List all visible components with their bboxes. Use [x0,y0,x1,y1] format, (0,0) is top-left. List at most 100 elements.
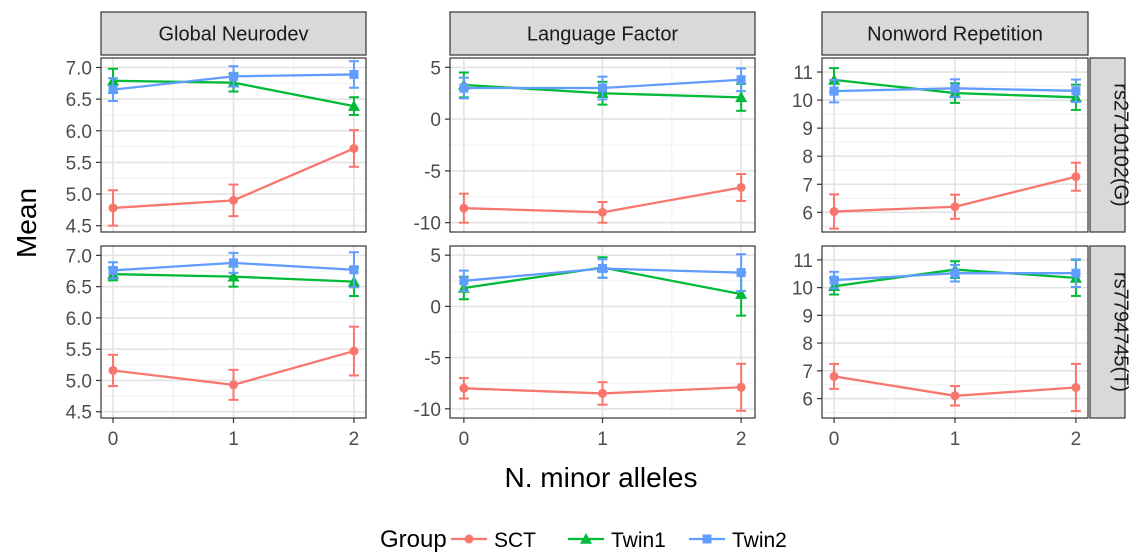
y-tick-label: 4.5 [66,217,92,238]
y-tick-label: 9 [802,306,813,327]
y-tick-label: 6.5 [66,278,92,299]
facet-strip-nonword-repetition: Nonword Repetition [822,12,1088,55]
data-point [229,258,238,267]
data-point [737,383,746,392]
y-tick-label: 5.0 [66,185,92,206]
y-tick-label: 7.0 [66,58,92,79]
y-tick-label: 6 [802,390,813,411]
y-tick-label: 5 [430,58,441,79]
data-point [459,204,468,213]
x-tick-label: 0 [459,429,470,450]
panel-r1-c1: 4.5 5.0 5.5 6.0 6.5 7.0 [66,58,366,238]
y-tick-label: 5.5 [66,153,92,174]
y-tick-label: 0 [430,110,441,131]
x-tick-label: 1 [597,429,608,450]
y-tick-label: 6 [802,203,813,224]
x-tick-label: 2 [736,429,747,450]
data-point [109,266,118,275]
y-tick-label: 8 [802,147,813,168]
data-point [830,207,839,216]
facet-strip-language-factor: Language Factor [450,12,755,55]
x-tick-label: 2 [349,429,360,450]
legend-label: Twin2 [732,529,787,552]
data-point [737,183,746,192]
x-axis-title: N. minor alleles [505,462,698,493]
panel-r2-c1: 4.5 5.0 5.5 6.0 6.5 7.0 0 1 2 [66,246,366,450]
data-point [459,84,468,93]
y-tick-label: 9 [802,119,813,140]
data-point [598,84,607,93]
data-point [1071,269,1080,278]
y-tick-label: 4.5 [66,403,92,424]
data-point [737,268,746,277]
y-tick-label: -10 [414,214,441,235]
legend-item-twin2: Twin2 [689,529,787,552]
legend-label: SCT [494,529,536,552]
data-point [951,269,960,278]
legend-key-marker [465,535,474,544]
legend: Group SCT Twin1 Twin2 [380,526,787,553]
data-point [1071,86,1080,95]
y-tick-label: 10 [792,91,813,112]
data-point [598,264,607,273]
row-strip-label: rs2710102(G) [1110,83,1129,206]
data-point [737,75,746,84]
x-tick-label: 1 [228,429,239,450]
data-point [349,265,358,274]
y-axis-title: Mean [11,188,42,258]
data-point [830,372,839,381]
y-tick-label: -5 [424,162,441,183]
y-tick-label: 6.5 [66,90,92,111]
legend-item-sct: SCT [451,529,536,552]
data-point [598,389,607,398]
y-tick-label: 6.0 [66,122,92,143]
legend-items: SCT Twin1 Twin2 [451,529,787,552]
data-point [830,276,839,285]
y-tick-label: 5 [430,246,441,267]
data-point [229,72,238,81]
data-point [349,347,358,356]
legend-title: Group [380,526,447,553]
x-tick-label: 0 [829,429,840,450]
data-point [349,70,358,79]
panel-r1-c2: -10 -5 0 5 [414,58,755,235]
y-tick-label: 7 [802,362,813,383]
y-tick-label: 7 [802,175,813,196]
data-point [1071,383,1080,392]
legend-item-twin1: Twin1 [568,529,666,552]
legend-label: Twin1 [611,529,666,552]
data-point [459,384,468,393]
data-point [229,196,238,205]
x-tick-label: 1 [950,429,961,450]
strip-label: Nonword Repetition [867,24,1043,46]
strip-label: Global Neurodev [158,24,308,46]
row-strip-label: rs7794745(T) [1110,272,1129,392]
data-point [459,276,468,285]
data-point [109,85,118,94]
x-tick-label: 2 [1071,429,1082,450]
y-tick-label: 7.0 [66,246,92,267]
y-tick-label: 11 [793,251,813,272]
y-tick-label: 5.5 [66,340,92,361]
data-point [951,84,960,93]
panel-r2-c3: 6 7 8 9 10 11 0 1 2 [792,246,1088,450]
y-tick-label: 0 [430,297,441,318]
y-tick-label: 8 [802,334,813,355]
data-point [830,87,839,96]
data-point [109,366,118,375]
y-tick-label: 6.0 [66,309,92,330]
data-point [349,144,358,153]
facet-panels: Global Neurodev Language Factor Nonword Re… [66,12,1129,450]
data-point [229,380,238,389]
y-tick-label: 5.0 [66,371,92,392]
y-tick-label: 10 [792,279,813,300]
y-tick-label: -10 [414,400,441,421]
row-strip-2: rs7794745(T) [1090,246,1129,418]
data-point [951,391,960,400]
x-tick-label: 0 [108,429,119,450]
strip-label: Language Factor [527,24,679,46]
row-strip-1: rs2710102(G) [1090,58,1129,232]
